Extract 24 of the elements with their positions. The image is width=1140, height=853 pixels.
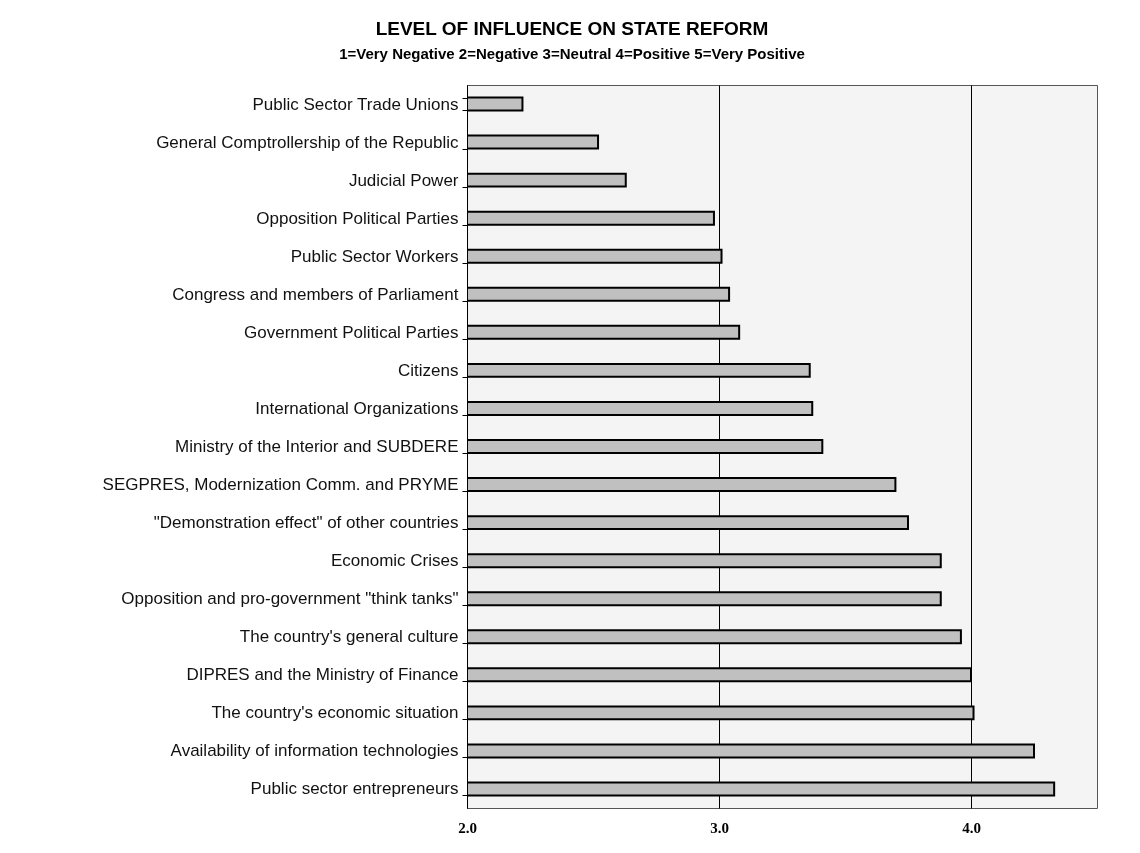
y-tick-label: Opposition Political Parties <box>256 208 459 228</box>
y-tick-label: Judicial Power <box>348 170 459 190</box>
y-tick-label: The country's economic situation <box>211 703 459 723</box>
x-tick-label: 3.0 <box>710 819 729 836</box>
y-tick-label: Ministry of the Interior and SUBDERE <box>175 437 459 456</box>
y-tick-label: "Demonstration effect" of other countries <box>153 513 459 533</box>
y-tick-label: Government Political Parties <box>244 322 459 342</box>
y-tick-label: Citizens <box>398 360 459 380</box>
y-tick-label: Public sector entrepreneurs <box>250 779 459 799</box>
y-tick-label: International Organizations <box>255 398 459 418</box>
y-tick-label: Availability of information technologies <box>170 741 459 761</box>
y-tick-label: SEGPRES, Modernization Comm. and PRYME <box>102 475 459 495</box>
y-tick-label: Economic Crises <box>330 551 459 571</box>
y-tick-label: Opposition and pro-government "think tanks" <box>121 589 459 609</box>
y-tick-label: General Comptrollership of the Republic <box>156 132 459 152</box>
y-tick-label: Public Sector Workers <box>290 246 459 266</box>
x-tick-label: 4.0 <box>962 819 981 836</box>
chart-title: LEVEL OF INFLUENCE ON STATE REFORM <box>375 18 769 39</box>
y-tick-label: Public Sector Trade Unions <box>252 94 459 114</box>
y-tick-label: The country's general culture <box>239 627 459 647</box>
y-tick-label: DIPRES and the Ministry of Finance <box>186 665 459 685</box>
x-tick-label: 2.0 <box>458 819 477 836</box>
chart-subtitle: 1=Very Negative 2=Negative 3=Neutral 4=Positive 5=Very Positive <box>339 45 805 62</box>
y-tick-label: Congress and members of Parliament <box>172 284 459 304</box>
